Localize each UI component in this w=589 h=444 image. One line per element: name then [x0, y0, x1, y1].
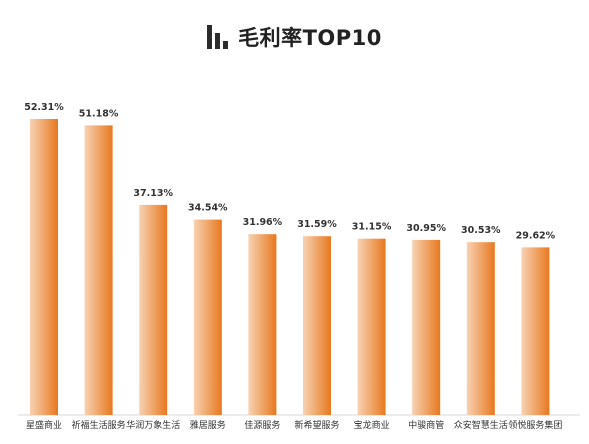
bar-10: [521, 247, 550, 415]
value-label-5: 31.96%: [243, 217, 283, 228]
bar-3: [139, 204, 168, 415]
bar-2: [84, 125, 113, 416]
category-label-2: 祈福生活服务: [72, 419, 126, 431]
bar-7: [357, 238, 386, 415]
value-label-7: 31.15%: [352, 222, 392, 233]
bar-4: [193, 219, 222, 415]
bar-8: [412, 239, 441, 415]
value-label-1: 52.31%: [24, 102, 64, 113]
category-label-8: 中骏商管: [408, 419, 444, 431]
chart-title: 毛利率TOP10: [238, 26, 382, 50]
category-label-6: 新希望服务: [294, 419, 339, 431]
value-label-8: 30.95%: [406, 223, 446, 234]
category-label-3: 华润万象生活: [126, 419, 180, 431]
category-label-4: 雅居服务: [190, 419, 226, 431]
value-label-9: 30.53%: [461, 225, 501, 236]
bar-1: [30, 119, 58, 415]
category-label-10: 领悦服务集团: [508, 419, 562, 431]
bar-9: [466, 242, 495, 415]
value-label-3: 37.13%: [133, 188, 173, 199]
value-label-2: 51.18%: [79, 108, 119, 119]
category-label-5: 佳源服务: [244, 419, 280, 431]
bar-5: [248, 234, 277, 415]
bar-6: [303, 236, 331, 415]
bar-chart-icon: [207, 25, 229, 49]
value-label-10: 29.62%: [516, 230, 556, 241]
chart-title-row: 毛利率TOP10: [0, 20, 589, 54]
value-label-4: 34.54%: [188, 203, 228, 214]
category-label-9: 众安智慧生活: [454, 419, 508, 431]
category-label-1: 星盛商业: [26, 419, 62, 431]
category-label-7: 宝龙商业: [354, 419, 390, 431]
value-label-6: 31.59%: [297, 219, 337, 230]
